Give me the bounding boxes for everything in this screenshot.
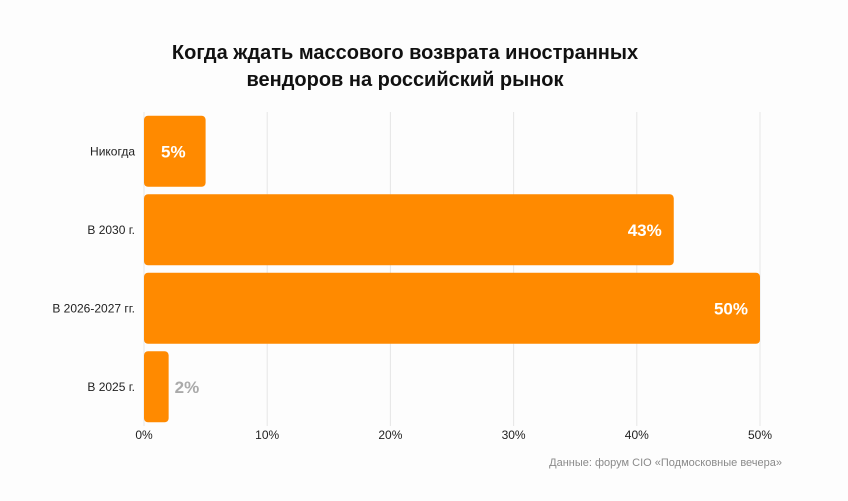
category-label: Никогда — [90, 144, 135, 158]
category-label: В 2030 г. — [87, 223, 135, 237]
data-label: 2% — [175, 378, 200, 397]
data-label: 5% — [161, 142, 186, 161]
category-label: В 2025 г. — [87, 380, 135, 394]
bar — [144, 194, 674, 266]
data-label: 50% — [714, 299, 748, 318]
chart-title: Когда ждать массового возврата иностранн… — [0, 40, 810, 94]
bar — [144, 272, 760, 344]
bar — [144, 115, 206, 187]
bar — [144, 351, 169, 423]
x-tick-label: 30% — [502, 428, 526, 442]
x-tick-label: 10% — [255, 428, 279, 442]
x-tick-label: 40% — [625, 428, 649, 442]
x-tick-label: 50% — [748, 428, 772, 442]
data-label: 43% — [628, 221, 662, 240]
category-label: В 2026-2027 гг. — [52, 301, 135, 315]
x-tick-label: 20% — [378, 428, 402, 442]
chart-title-line-2: вендоров на российский рынок — [246, 69, 564, 91]
chart-title-line-1: Когда ждать массового возврата иностранн… — [171, 42, 639, 64]
x-tick-label: 0% — [135, 428, 153, 442]
source-note: Данные: форум CIO «Подмосковные вечера» — [549, 457, 782, 469]
